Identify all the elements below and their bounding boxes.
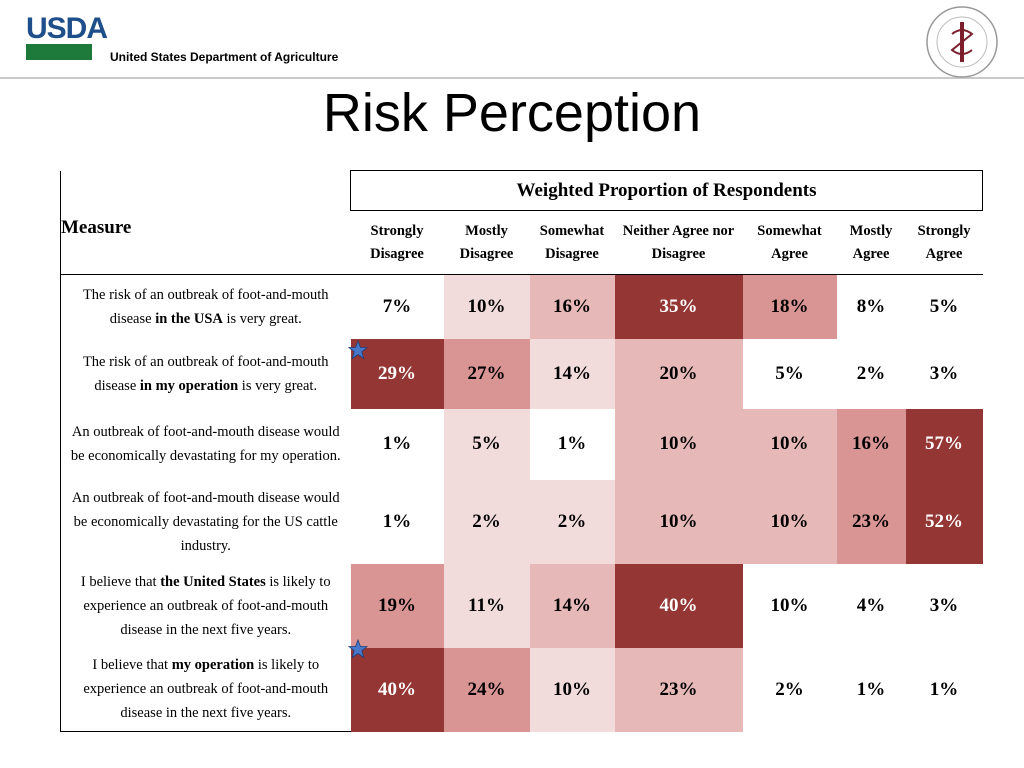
measure-cell: The risk of an outbreak of foot-and-mout… bbox=[60, 338, 351, 409]
measure-cell: An outbreak of foot-and-mouth disease wo… bbox=[60, 408, 351, 480]
measure-text: the United States bbox=[160, 573, 266, 590]
measure-cell: I believe that my operation is likely to… bbox=[60, 647, 351, 732]
value-cell: 2% bbox=[742, 647, 837, 732]
measure-text: The risk of an outbreak of foot-and-mout… bbox=[82, 353, 329, 394]
measure-text: The risk of an outbreak of foot-and-mout… bbox=[82, 286, 329, 327]
value-cell: 2% bbox=[529, 479, 615, 564]
value-cell: 10% bbox=[742, 479, 837, 564]
value-cell: 10% bbox=[529, 647, 615, 732]
value-cell: 8% bbox=[836, 274, 906, 339]
measure-cell: I believe that the United States is like… bbox=[60, 563, 351, 648]
value-cell: 14% bbox=[529, 338, 615, 409]
value-cell: 23% bbox=[614, 647, 743, 732]
table-row: The risk of an outbreak of foot-and-mout… bbox=[60, 338, 983, 409]
value-cell: 52% bbox=[905, 479, 983, 564]
table-row: I believe that the United States is like… bbox=[60, 563, 983, 648]
header-row: Measure Weighted Proportion of Respondent… bbox=[60, 170, 984, 275]
measure-text: is likely to experience an outbreak of f… bbox=[83, 573, 331, 638]
value-cell: 2% bbox=[443, 479, 530, 564]
measure-text: my operation bbox=[171, 657, 255, 674]
measure-text: is very great. bbox=[238, 377, 318, 394]
value-cell: 10% bbox=[614, 479, 743, 564]
value-cell: 10% bbox=[443, 274, 530, 339]
measure-text: is very great. bbox=[222, 310, 302, 327]
measure-header: Measure bbox=[60, 170, 351, 275]
value-cell: 27% bbox=[443, 338, 530, 409]
agency-name: United States Department of Agriculture bbox=[110, 50, 339, 64]
column-header: Strongly Agree bbox=[905, 210, 983, 275]
value-cell: 14% bbox=[529, 563, 615, 648]
value-cell: 1% bbox=[529, 408, 615, 480]
measure-cell: The risk of an outbreak of foot-and-mout… bbox=[60, 274, 351, 339]
column-header: Mostly Disagree bbox=[443, 210, 530, 275]
value-cell: 16% bbox=[529, 274, 615, 339]
star-marker bbox=[348, 639, 368, 659]
value-cell: 24% bbox=[443, 647, 530, 732]
measure-text: An outbreak of foot-and-mouth disease wo… bbox=[70, 424, 341, 464]
star-marker bbox=[348, 340, 368, 360]
measure-text: in the USA bbox=[155, 310, 223, 327]
value-cell: 3% bbox=[905, 338, 983, 409]
value-cell: 29% bbox=[350, 338, 444, 409]
table-row: I believe that my operation is likely to… bbox=[60, 647, 983, 732]
column-header: Mostly Agree bbox=[836, 210, 906, 275]
value-cell: 35% bbox=[614, 274, 743, 339]
value-cell: 57% bbox=[905, 408, 983, 480]
value-cell: 1% bbox=[836, 647, 906, 732]
value-cell: 11% bbox=[443, 563, 530, 648]
value-cell: 5% bbox=[443, 408, 530, 480]
header-rule bbox=[0, 77, 1024, 79]
university-seal bbox=[926, 6, 998, 78]
measure-text: is likely to experience an outbreak of f… bbox=[83, 657, 329, 722]
value-cell: 10% bbox=[742, 563, 837, 648]
column-header-row: Strongly Disagree Mostly Disagree Somewhat… bbox=[61, 210, 983, 275]
value-cell: 7% bbox=[350, 274, 444, 339]
table-row: The risk of an outbreak of foot-and-mout… bbox=[60, 274, 983, 339]
group-header: Weighted Proportion of Respondents bbox=[349, 170, 984, 211]
measure-cell: An outbreak of foot-and-mouth disease wo… bbox=[60, 479, 351, 564]
value-cell: 20% bbox=[614, 338, 743, 409]
measure-text: I believe that bbox=[80, 573, 161, 590]
value-cell: 18% bbox=[742, 274, 837, 339]
value-cell: 3% bbox=[905, 563, 983, 648]
usda-logo: USDA bbox=[26, 12, 108, 45]
measure-text: An outbreak of foot-and-mouth disease wo… bbox=[71, 489, 340, 554]
value-cell: 10% bbox=[742, 408, 837, 480]
value-cell: 1% bbox=[905, 647, 983, 732]
value-cell: 16% bbox=[836, 408, 906, 480]
value-cell: 1% bbox=[350, 408, 444, 480]
value-cell: 5% bbox=[742, 338, 837, 409]
value-cell: 23% bbox=[836, 479, 906, 564]
column-header: Neither Agree nor Disagree bbox=[614, 210, 743, 275]
column-header: Somewhat Agree bbox=[742, 210, 837, 275]
logo-bar bbox=[26, 44, 92, 60]
risk-table: Measure Weighted Proportion of Respondent… bbox=[60, 170, 984, 732]
value-cell: 2% bbox=[836, 338, 906, 409]
value-cell: 4% bbox=[836, 563, 906, 648]
table-row: An outbreak of foot-and-mouth disease wo… bbox=[60, 479, 983, 564]
measure-text: in my operation bbox=[139, 377, 239, 394]
value-cell: 1% bbox=[350, 479, 444, 564]
value-cell: 40% bbox=[614, 563, 743, 648]
column-header: Strongly Disagree bbox=[350, 210, 444, 275]
table-row: An outbreak of foot-and-mouth disease wo… bbox=[60, 408, 983, 480]
column-header: Somewhat Disagree bbox=[529, 210, 615, 275]
slide-title: Risk Perception bbox=[322, 83, 702, 143]
value-cell: 40% bbox=[350, 647, 444, 732]
measure-text: I believe that bbox=[92, 657, 172, 674]
value-cell: 19% bbox=[350, 563, 444, 648]
value-cell: 5% bbox=[905, 274, 983, 339]
value-cell: 10% bbox=[614, 408, 743, 480]
